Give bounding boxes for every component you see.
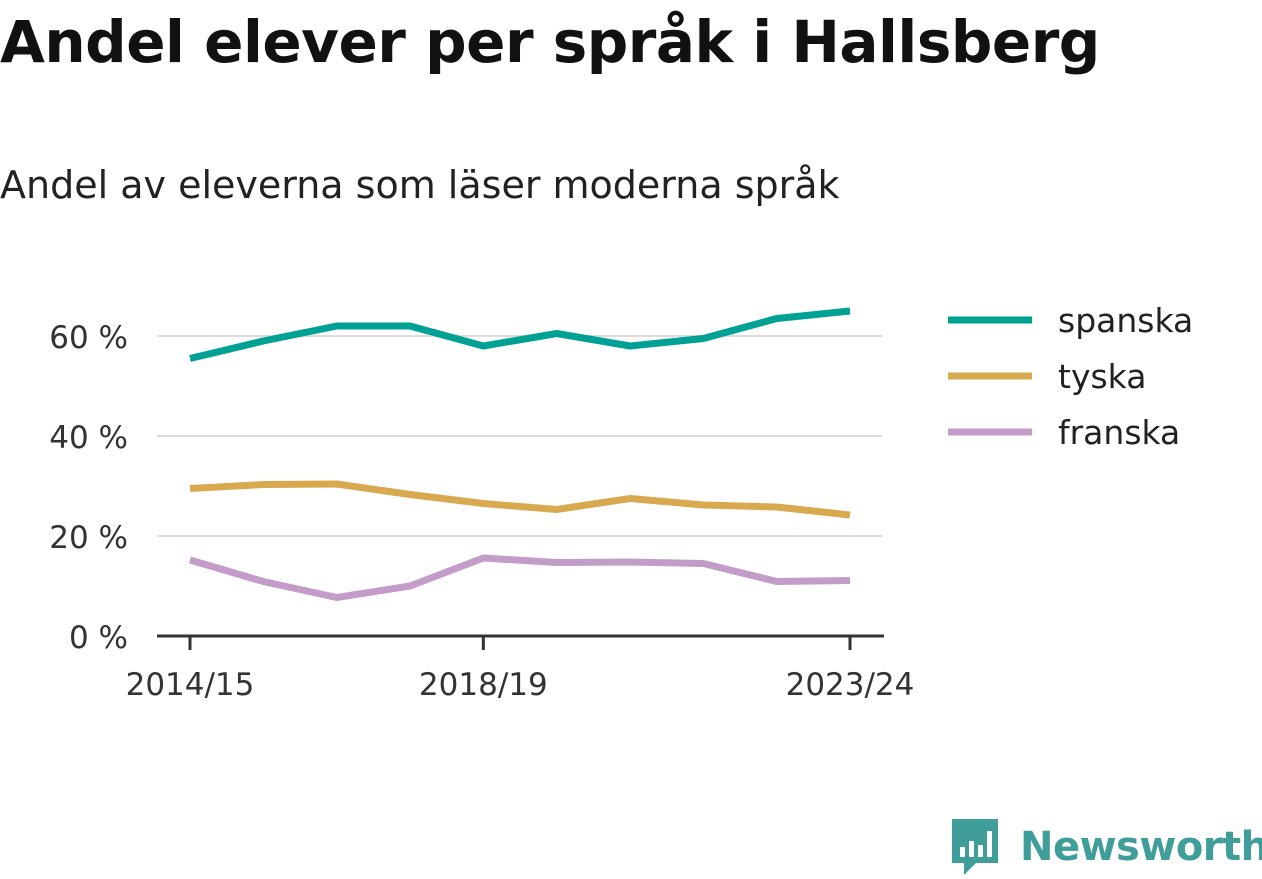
series-line-tyska bbox=[189, 480, 851, 519]
newsworthy-logo-icon bbox=[952, 819, 998, 875]
series-line-franska bbox=[189, 554, 851, 601]
chart-title: Andel elever per språk i Hallsberg bbox=[0, 8, 1100, 76]
legend-label-franska: franska bbox=[1058, 413, 1180, 452]
chart-subtitle: Andel av eleverna som läser moderna språ… bbox=[0, 163, 840, 207]
x-tick-label: 2023/24 bbox=[786, 667, 915, 703]
y-tick-label: 40 % bbox=[49, 420, 128, 456]
x-tick-label: 2018/19 bbox=[419, 667, 548, 703]
y-tick-label: 20 % bbox=[49, 520, 128, 556]
y-tick-label: 0 % bbox=[69, 620, 128, 656]
y-tick-label: 60 % bbox=[49, 320, 128, 356]
x-tick-label: 2014/15 bbox=[126, 667, 255, 703]
brand-name: Newsworthy bbox=[1020, 824, 1262, 870]
brand: Newsworthy bbox=[950, 815, 1262, 879]
series-line-spanska bbox=[189, 307, 851, 362]
legend-label-spanska: spanska bbox=[1058, 301, 1193, 340]
legend-label-tyska: tyska bbox=[1058, 357, 1146, 396]
